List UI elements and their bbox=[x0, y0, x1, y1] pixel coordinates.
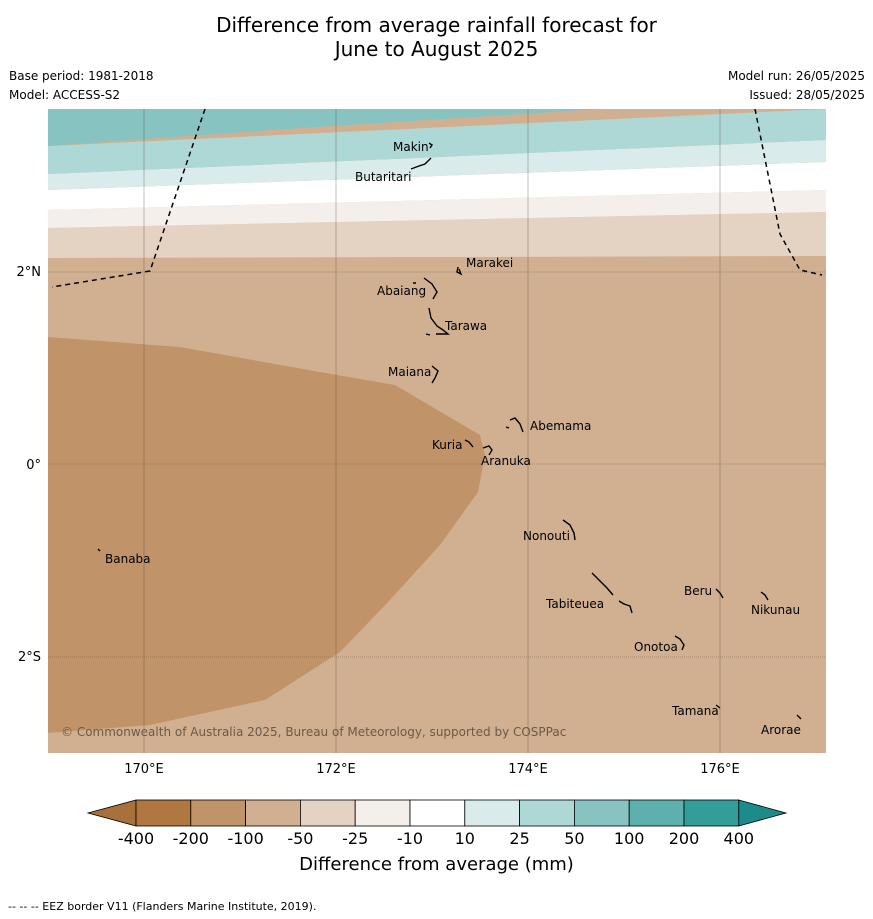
colorbar-tick: 50 bbox=[564, 829, 584, 848]
y-tick-label: 2°S bbox=[18, 650, 41, 665]
colorbar-extend-high bbox=[738, 799, 788, 827]
colorbar-tick: -25 bbox=[342, 829, 368, 848]
island-labels: Makin Butaritari Marakei Abaiang Tarawa Maian… bbox=[105, 140, 801, 737]
x-tick-label: 176°E bbox=[700, 762, 740, 777]
colorbar-tick: -100 bbox=[227, 829, 263, 848]
map-title-line1: Difference from average rainfall forecas… bbox=[216, 13, 657, 37]
colorbar-tick: 400 bbox=[724, 829, 755, 848]
island-outlines bbox=[97, 142, 802, 720]
rainfall-field bbox=[48, 109, 826, 753]
band--10 bbox=[48, 190, 826, 228]
eez-border bbox=[51, 109, 823, 288]
island-label: Arorae bbox=[761, 723, 801, 737]
colorbar-tick: 200 bbox=[669, 829, 700, 848]
island-label: Tamana bbox=[671, 704, 719, 718]
colorbar-segment bbox=[245, 799, 301, 827]
colorbar-segment bbox=[464, 799, 520, 827]
island-label: Banaba bbox=[105, 552, 151, 566]
copyright-text: © Commonwealth of Australia 2025, Bureau… bbox=[61, 725, 566, 739]
band-50 bbox=[48, 109, 826, 174]
colorbar-tick: 25 bbox=[509, 829, 529, 848]
colorbar-segment bbox=[299, 799, 356, 827]
island-label: Abaiang bbox=[377, 284, 426, 298]
colorbar-tick: 100 bbox=[614, 829, 645, 848]
colorbar-tick-labels: -400 -200 -100 -50 -25 -10 10 25 50 100 200 400 bbox=[118, 829, 754, 848]
colorbar bbox=[86, 799, 788, 827]
band-10 bbox=[48, 162, 826, 210]
model-name: Model: ACCESS-S2 bbox=[9, 88, 121, 102]
y-axis-ticks: 2°N 0° 2°S bbox=[17, 265, 42, 665]
island-label: Nonouti bbox=[523, 529, 570, 543]
x-tick-label: 174°E bbox=[508, 762, 548, 777]
island-label: Tabiteuea bbox=[545, 597, 604, 611]
band-25 bbox=[48, 140, 826, 190]
model-run-date: Model run: 26/05/2025 bbox=[727, 69, 865, 83]
colorbar-tick: -400 bbox=[118, 829, 154, 848]
colorbar-extend-low bbox=[86, 799, 137, 827]
colorbar-segment bbox=[409, 799, 466, 827]
band-100 bbox=[48, 109, 600, 146]
map-title-line2: June to August 2025 bbox=[334, 37, 539, 61]
x-tick-label: 170°E bbox=[124, 762, 164, 777]
issued-date: Issued: 28/05/2025 bbox=[749, 88, 865, 102]
x-axis-ticks: 170°E 172°E 174°E 176°E bbox=[124, 762, 740, 777]
y-tick-label: 0° bbox=[26, 458, 41, 473]
colorbar-segment bbox=[628, 799, 685, 827]
colorbar-segment bbox=[354, 799, 411, 827]
band--100 bbox=[48, 337, 485, 733]
colorbar-tick: -10 bbox=[397, 829, 423, 848]
island-label: Aranuka bbox=[481, 454, 531, 468]
eez-footnote: -- -- -- EEZ border V11 (Flanders Marine… bbox=[8, 900, 317, 913]
y-tick-label: 2°N bbox=[17, 265, 42, 280]
colorbar-segment bbox=[135, 799, 192, 827]
colorbar-segment bbox=[190, 799, 247, 827]
colorbar-tick: -50 bbox=[287, 829, 313, 848]
island-label: Kuria bbox=[432, 438, 463, 452]
colorbar-segment bbox=[683, 799, 740, 827]
island-label: Tarawa bbox=[444, 319, 487, 333]
x-tick-label: 172°E bbox=[316, 762, 356, 777]
colorbar-tick: -200 bbox=[173, 829, 209, 848]
colorbar-segment bbox=[519, 799, 575, 827]
island-label: Marakei bbox=[466, 256, 513, 270]
island-label: Butaritari bbox=[355, 170, 412, 184]
island-label: Abemama bbox=[530, 419, 591, 433]
band--25 bbox=[48, 212, 826, 258]
island-label: Maiana bbox=[388, 365, 431, 379]
graticule bbox=[48, 109, 826, 753]
colorbar-segment bbox=[574, 799, 630, 827]
island-label: Beru bbox=[684, 584, 712, 598]
colorbar-tick: 10 bbox=[455, 829, 475, 848]
island-label: Nikunau bbox=[751, 603, 800, 617]
colorbar-title: Difference from average (mm) bbox=[299, 854, 574, 875]
island-label: Onotoa bbox=[634, 640, 678, 654]
base-period: Base period: 1981-2018 bbox=[9, 69, 154, 83]
island-label: Makin bbox=[393, 140, 429, 154]
